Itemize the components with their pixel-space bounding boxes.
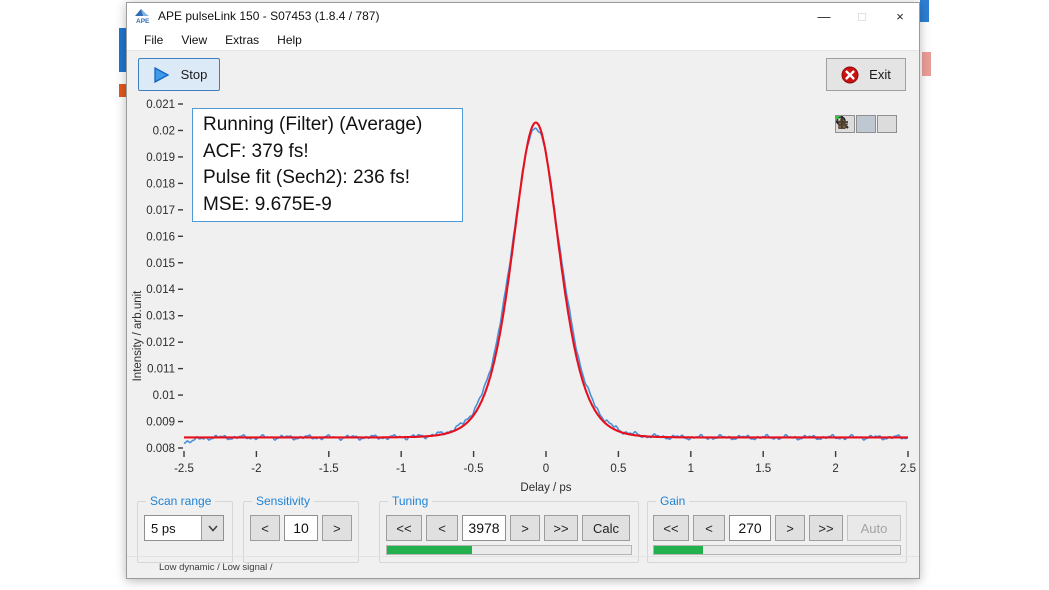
app-logo-icon: APE — [135, 9, 150, 25]
status-running-text: Running (Filter) (Average) — [203, 114, 423, 135]
menu-view[interactable]: View — [181, 32, 208, 47]
hand-icon — [838, 118, 848, 129]
window-title: APE pulseLink 150 - S07453 (1.8.4 / 787) — [158, 9, 380, 23]
menu-help[interactable]: Help — [277, 32, 302, 47]
gain-increase-button[interactable]: > — [775, 515, 805, 541]
sensitivity-decrease-button[interactable]: < — [250, 515, 281, 541]
gain-panel: Gain << < 270 > >> Auto — [647, 494, 907, 563]
exit-button[interactable]: Exit — [826, 58, 906, 91]
title-bar[interactable]: APE APE pulseLink 150 - S07453 (1.8.4 / … — [127, 3, 919, 29]
tuning-calc-button[interactable]: Calc — [582, 515, 630, 541]
gain-fast-decrease-button[interactable]: << — [653, 515, 689, 541]
background-artifact — [920, 0, 929, 22]
tuning-panel: Tuning << < 3978 > >> Calc — [379, 494, 639, 563]
scan-range-select[interactable]: 5 ps — [144, 515, 224, 541]
zoom-tool-button[interactable] — [836, 115, 876, 133]
stop-button-label: Stop — [180, 67, 208, 82]
svg-text:0.018: 0.018 — [146, 178, 175, 190]
background-artifact — [922, 52, 931, 76]
svg-text:0.015: 0.015 — [146, 258, 175, 270]
svg-text:0.021: 0.021 — [146, 99, 175, 111]
pulse-fit-value-text: Pulse fit (Sech2): 236 fs! — [203, 167, 410, 188]
svg-text:0.019: 0.019 — [146, 152, 175, 164]
svg-text:Delay / ps: Delay / ps — [520, 482, 571, 494]
gain-decrease-button[interactable]: < — [693, 515, 725, 541]
sensitivity-panel: Sensitivity < 10 > — [243, 494, 359, 563]
svg-text:0.02: 0.02 — [153, 125, 175, 137]
gain-fast-increase-button[interactable]: >> — [809, 515, 843, 541]
svg-text:0.5: 0.5 — [610, 463, 626, 475]
app-window: APE APE pulseLink 150 - S07453 (1.8.4 / … — [126, 2, 920, 579]
control-panels: Scan range 5 ps Sensitivity < 10 > — [127, 494, 918, 567]
svg-text:2: 2 — [832, 463, 838, 475]
scan-range-value: 5 ps — [151, 520, 176, 536]
svg-text:APE: APE — [136, 18, 150, 25]
background-artifact — [119, 84, 127, 97]
svg-text:-2: -2 — [251, 463, 261, 475]
svg-text:0.012: 0.012 — [146, 337, 175, 349]
menu-file[interactable]: File — [144, 32, 164, 47]
gain-label: Gain — [656, 494, 690, 508]
tuning-progress-fill — [387, 546, 473, 554]
svg-text:-0.5: -0.5 — [464, 463, 484, 475]
gain-progress-bar — [653, 545, 901, 555]
exit-button-label: Exit — [869, 67, 891, 82]
pan-tool-button[interactable] — [838, 115, 897, 133]
svg-text:0.011: 0.011 — [147, 364, 175, 376]
sensitivity-increase-button[interactable]: > — [321, 515, 352, 541]
svg-text:-1.5: -1.5 — [319, 463, 339, 475]
gain-auto-button: Auto — [847, 515, 901, 541]
measurement-info-box: Running (Filter) (Average) ACF: 379 fs! … — [192, 108, 463, 222]
tuning-increase-button[interactable]: > — [510, 515, 540, 541]
tuning-fast-decrease-button[interactable]: << — [386, 515, 422, 541]
background-artifact — [119, 28, 127, 72]
acf-chart[interactable]: 0.021 0.02 0.019 0.018 0.017 0.016 0.015 0.014 0… — [127, 93, 918, 495]
client-area: Stop Exit 0.021 0.02 0.019 0.018 0.017 0.016 0… — [127, 51, 919, 578]
scan-range-panel: Scan range 5 ps — [137, 494, 233, 563]
gain-progress-fill — [654, 546, 704, 554]
close-button[interactable]: × — [896, 8, 904, 24]
svg-text:-2.5: -2.5 — [174, 463, 194, 475]
svg-text:2.5: 2.5 — [900, 463, 916, 475]
svg-text:0.014: 0.014 — [146, 284, 175, 296]
mse-value-text: MSE: 9.675E-9 — [203, 193, 332, 215]
minimize-button[interactable]: — — [817, 8, 831, 24]
svg-text:0.016: 0.016 — [146, 231, 175, 243]
menu-extras[interactable]: Extras — [225, 32, 260, 47]
status-bar: Low dynamic / Low signal / — [127, 556, 919, 578]
tuning-fast-increase-button[interactable]: >> — [544, 515, 578, 541]
scan-range-label: Scan range — [146, 494, 216, 508]
svg-text:0.009: 0.009 — [146, 417, 175, 429]
graph-tool-palette — [835, 115, 897, 133]
tuning-decrease-button[interactable]: < — [426, 515, 458, 541]
chevron-down-icon — [201, 516, 223, 540]
svg-text:0.008: 0.008 — [146, 443, 175, 455]
svg-text:-1: -1 — [396, 463, 406, 475]
stop-button[interactable]: Stop — [138, 58, 220, 91]
tuning-progress-bar — [386, 545, 632, 555]
gain-value[interactable]: 270 — [729, 515, 771, 541]
play-icon — [153, 66, 169, 83]
status-message: Low dynamic / Low signal / — [159, 562, 273, 573]
svg-text:1: 1 — [688, 463, 694, 475]
tuning-label: Tuning — [388, 494, 433, 508]
svg-text:0.01: 0.01 — [153, 390, 175, 402]
acf-value-text: ACF: 379 fs! — [203, 140, 309, 162]
svg-text:0.013: 0.013 — [146, 311, 175, 323]
sensitivity-value[interactable]: 10 — [284, 515, 318, 541]
maximize-button: □ — [858, 8, 866, 24]
tuning-value[interactable]: 3978 — [462, 515, 506, 541]
sensitivity-label: Sensitivity — [252, 494, 315, 508]
menu-bar: File View Extras Help — [127, 29, 919, 51]
svg-text:0.017: 0.017 — [146, 205, 175, 217]
svg-text:0: 0 — [543, 463, 549, 475]
svg-text:1.5: 1.5 — [755, 463, 771, 475]
exit-icon — [841, 66, 859, 83]
svg-text:Intensity / arb.unit: Intensity / arb.unit — [132, 290, 144, 382]
